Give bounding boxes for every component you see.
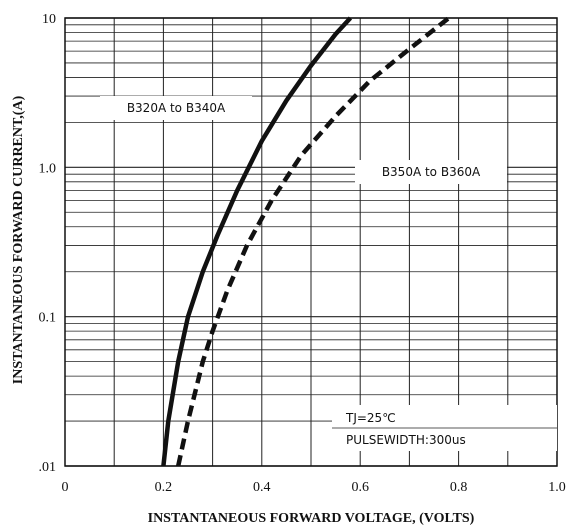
y-tick-label: 0.1	[39, 311, 57, 326]
y-axis-title: INSTANTANEOUS FORWARD CURRENT,(A)	[11, 95, 26, 384]
series-label-2: B350A to B360A	[382, 165, 481, 179]
y-tick-label: 10	[42, 12, 56, 27]
x-tick-label: 0.6	[351, 480, 369, 495]
x-tick-label: 0	[62, 480, 69, 495]
series-label-1-bg	[100, 96, 252, 120]
x-axis-title: INSTANTANEOUS FORWARD VOLTAGE, (VOLTS)	[148, 511, 475, 526]
series-layer	[161, 16, 451, 467]
x-tick-label: 1.0	[548, 480, 566, 495]
x-tick-label: 0.8	[450, 480, 468, 495]
x-tick-label: 0.4	[253, 480, 271, 495]
series-line-2	[176, 16, 451, 467]
grid	[64, 17, 558, 467]
series-label-2-bg	[355, 160, 507, 184]
y-tick-label: 1.0	[39, 161, 57, 176]
series-line-1	[161, 16, 353, 467]
y-tick-label: .01	[39, 460, 57, 475]
tick-layer: 0 0.2 0.4 0.6 0.8 1.0 10 1.0 0.1 .01	[39, 12, 566, 495]
annotation-2: PULSEWIDTH:300us	[346, 433, 466, 447]
plot-frame	[64, 17, 558, 467]
series-label-1: B320A to B340A	[127, 101, 226, 115]
label-layer: B320A to B340A B350A to B360A TJ=25℃ PULSEW…	[100, 96, 557, 451]
annotation-1: TJ=25℃	[345, 411, 396, 425]
x-tick-label: 0.2	[155, 480, 173, 495]
